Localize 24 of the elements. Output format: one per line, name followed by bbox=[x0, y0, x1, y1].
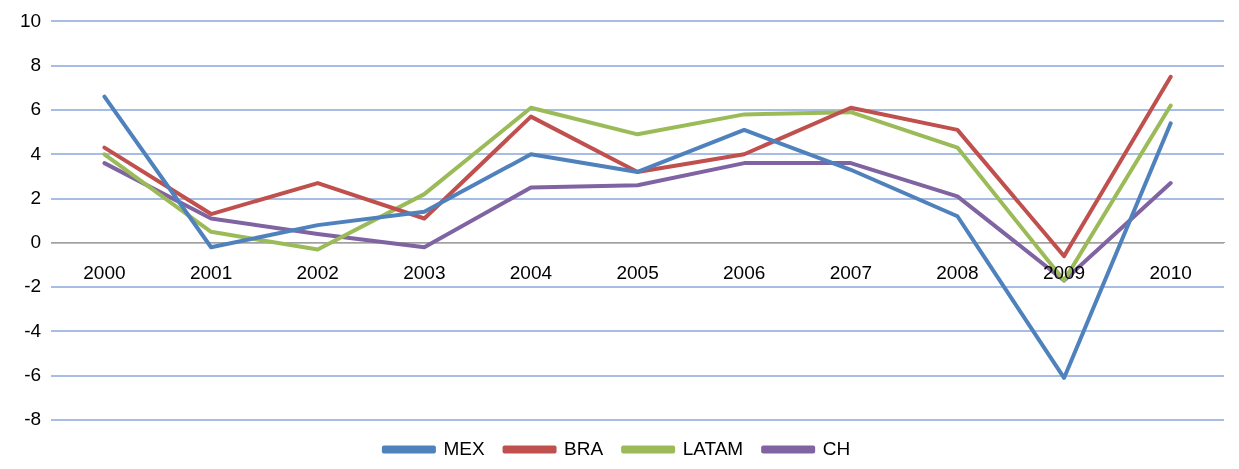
x-tick-label: 2005 bbox=[616, 262, 659, 284]
x-tick-label: 2008 bbox=[936, 262, 979, 284]
y-tick-label: -2 bbox=[24, 275, 42, 297]
legend-label: LATAM bbox=[682, 437, 744, 459]
y-tick-label: 2 bbox=[30, 186, 42, 208]
legend-label: BRA bbox=[564, 437, 604, 459]
y-tick-label: 10 bbox=[19, 9, 42, 31]
x-tick-label: 2006 bbox=[723, 262, 766, 284]
x-tick-label: 2004 bbox=[509, 262, 553, 284]
x-tick-label: 2001 bbox=[189, 262, 233, 284]
y-tick-label: -8 bbox=[24, 408, 42, 430]
x-tick-label: 2003 bbox=[403, 262, 446, 284]
y-tick-label: 6 bbox=[30, 98, 42, 120]
y-tick-label: 0 bbox=[30, 231, 42, 253]
y-tick-label: 8 bbox=[30, 53, 42, 75]
x-tick-label: 2007 bbox=[829, 262, 872, 284]
y-tick-label: -4 bbox=[24, 319, 42, 341]
legend-label: MEX bbox=[443, 437, 485, 459]
x-tick-label: 2010 bbox=[1149, 262, 1192, 284]
x-tick-label: 2000 bbox=[83, 262, 126, 284]
x-tick-label: 2002 bbox=[296, 262, 339, 284]
y-tick-label: -6 bbox=[24, 363, 42, 385]
y-tick-label: 4 bbox=[30, 142, 42, 164]
legend-label: CH bbox=[822, 437, 851, 459]
